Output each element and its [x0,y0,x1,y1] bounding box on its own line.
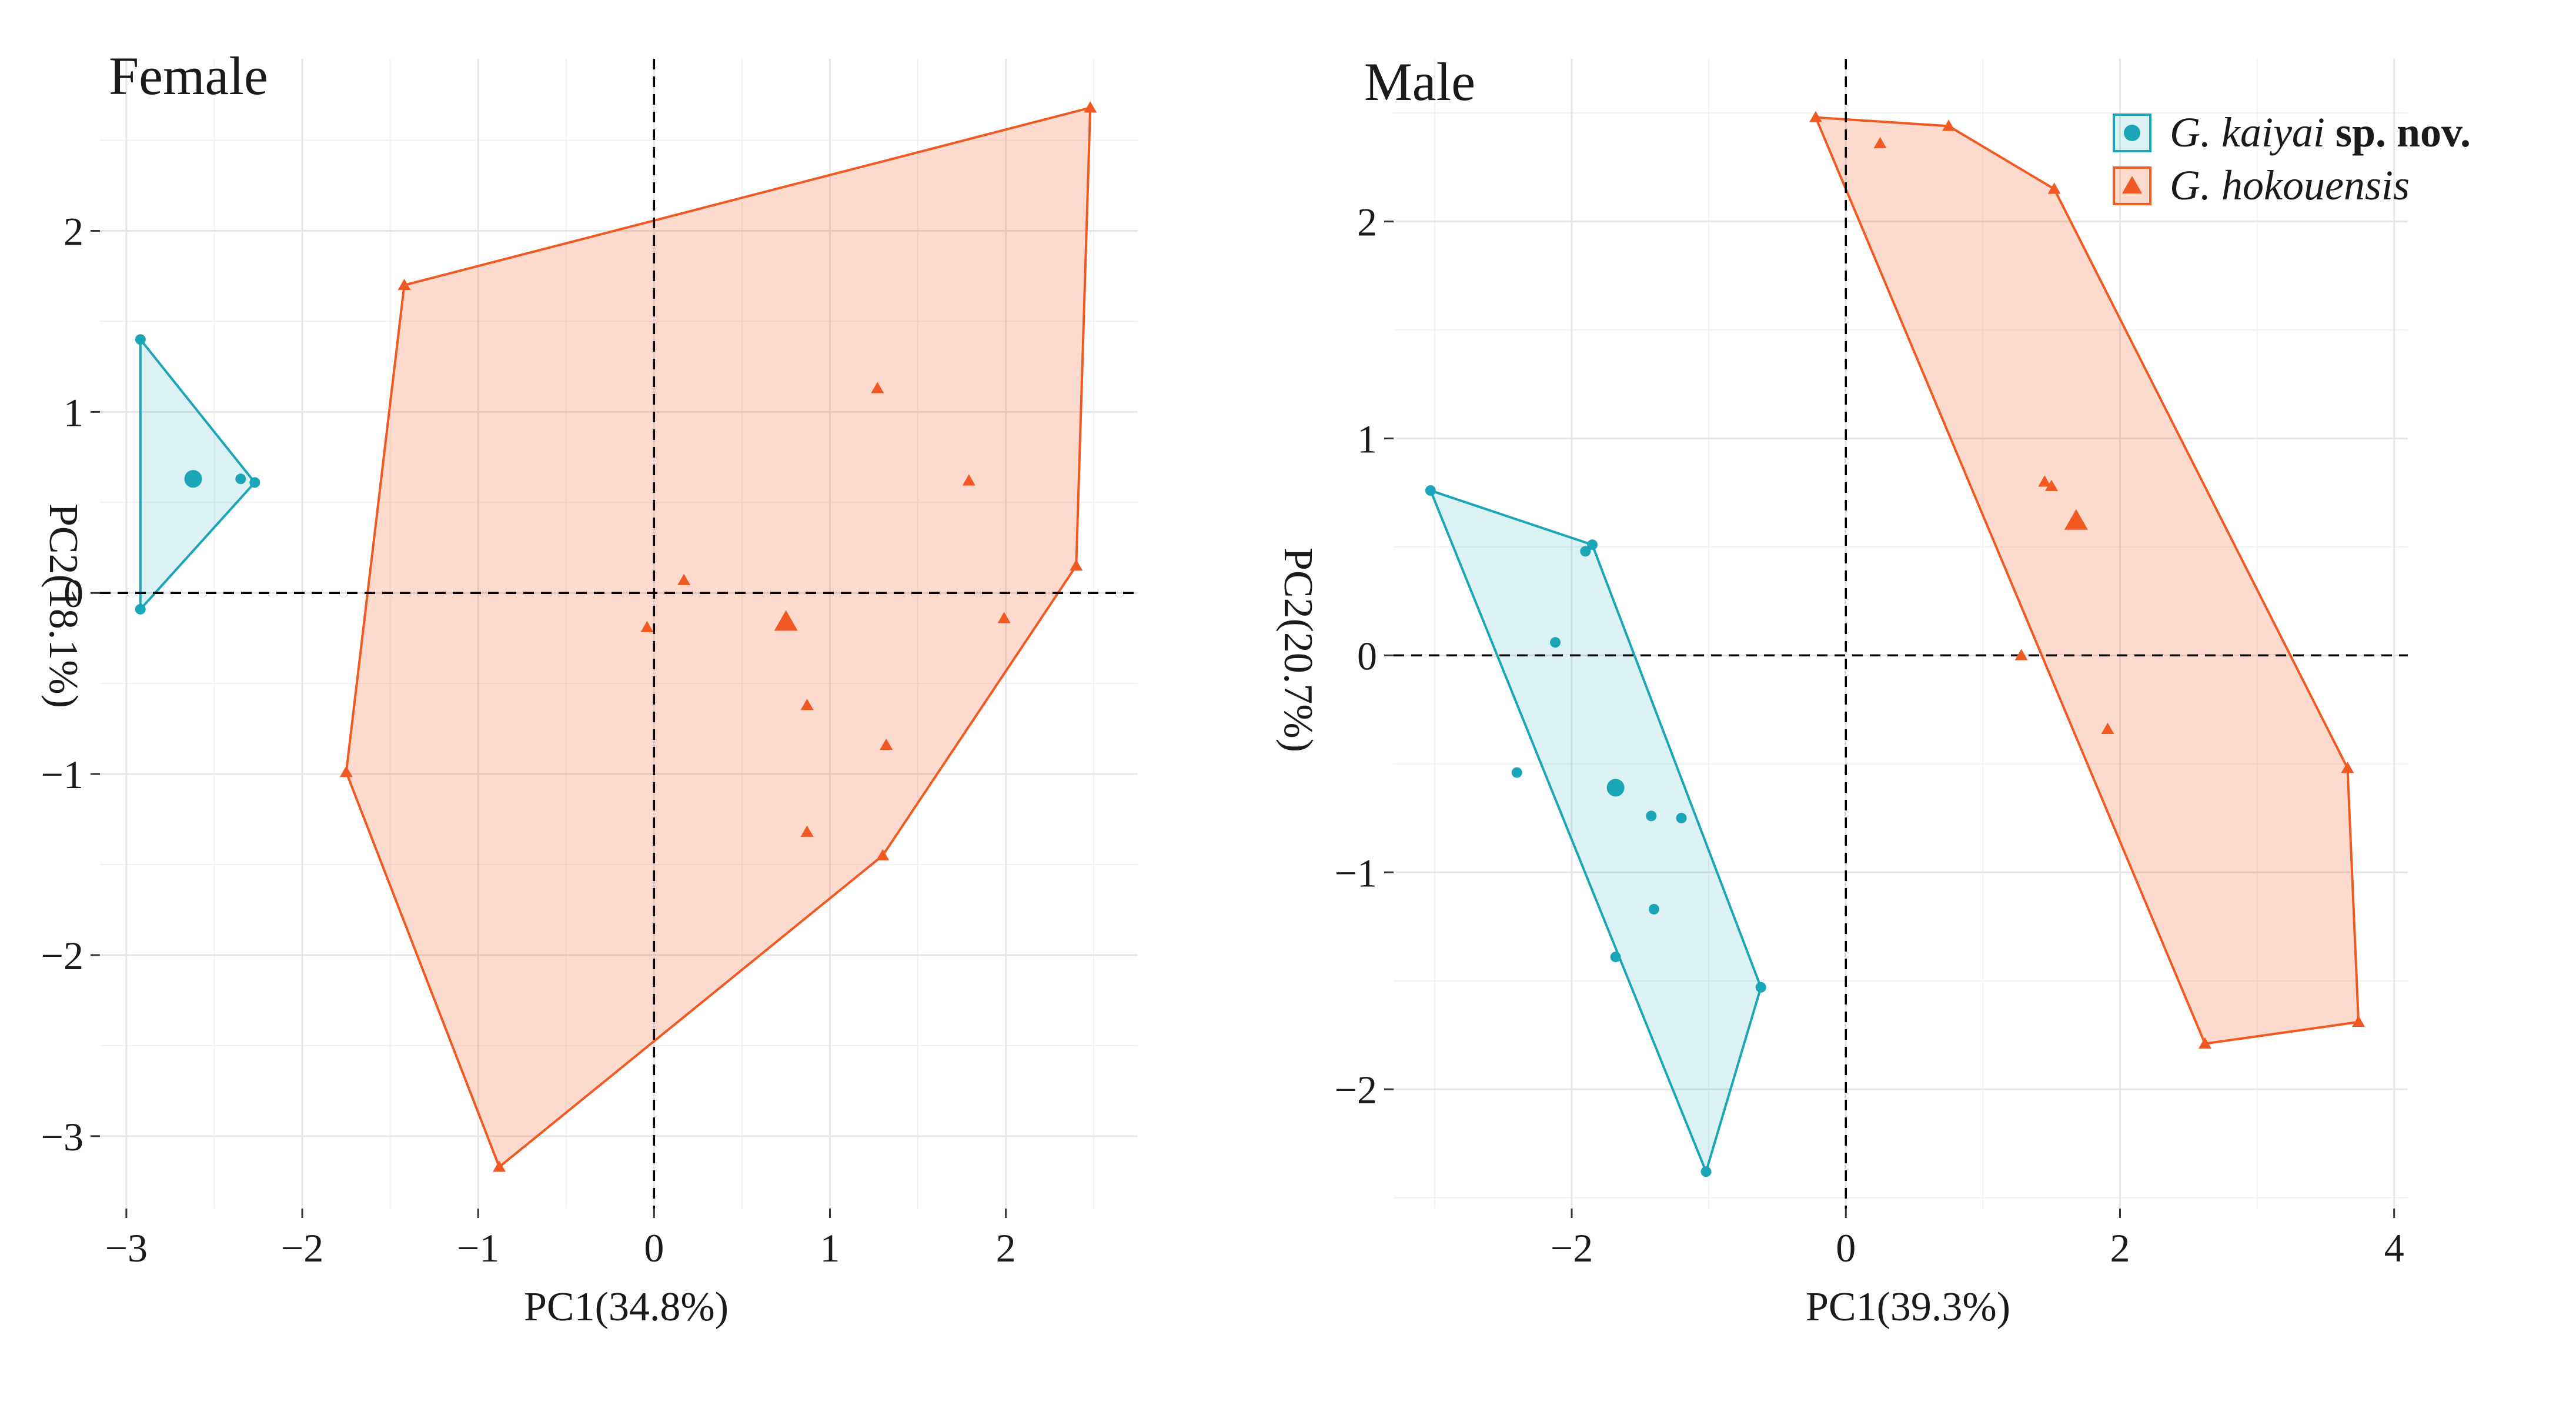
x-tick-label: 4 [2384,1226,2404,1270]
y-tick-label: −3 [41,1114,83,1159]
x-tick-label: −2 [281,1226,323,1270]
data-point-hokouensis [2038,475,2052,487]
data-point-kaiyai [1648,903,1659,915]
y-tick-label: −1 [1335,850,1377,895]
data-point-kaiyai [1755,982,1766,993]
legend-marker-circle [2124,125,2140,141]
data-point-kaiyai [1676,813,1687,824]
panel-title: Female [109,46,268,106]
data-point-hokouensis [1873,136,1887,149]
legend-species: kaiyai [2221,109,2325,156]
data-point-kaiyai [1610,952,1621,963]
data-point-hokouensis [397,278,411,291]
data-point-hokouensis [871,382,884,393]
legend-species: hokouensis [2221,162,2410,209]
data-point-hokouensis [876,849,890,860]
x-tick-label: −1 [457,1226,499,1270]
data-point-hokouensis [493,1160,506,1172]
centroid-point-hokouensis [2064,509,2088,530]
data-point-hokouensis [800,825,814,837]
data-point-hokouensis [997,612,1011,623]
y-tick-label: 2 [1357,200,1377,245]
x-tick-label: 2 [2110,1226,2130,1270]
data-point-kaiyai [1646,810,1657,822]
y-tick-label: 0 [1357,633,1377,678]
y-axis-title: PC2(18.1%) [41,503,86,708]
data-point-kaiyai [1550,637,1561,648]
legend-label-0: G. kaiyai sp. nov. [2170,109,2471,156]
data-point-hokouensis [2047,182,2061,194]
data-point-hokouensis [640,620,654,632]
data-point-hokouensis [962,474,975,486]
data-point-kaiyai [135,603,146,615]
legend-label-1: G. hokouensis [2170,162,2410,209]
data-point-hokouensis [339,766,353,777]
female-pca-panel: −3 −2 −1 0 1 2 −3 −2 −1 0 1 2 PC1(34.8%) PC2(18.1%) Fe… [41,46,1138,1330]
y-tick-label: 1 [1357,417,1377,462]
y-tick-label: 2 [64,209,83,253]
species-legend: G. kaiyai sp. nov.G. hokouensis [2113,109,2471,209]
data-point-hokouensis [2014,649,2028,660]
data-point-kaiyai [135,334,146,345]
legend-genus: G. [2170,162,2211,209]
data-point-hokouensis [2341,762,2354,773]
data-point-hokouensis [1942,119,1956,131]
data-point-hokouensis [2199,1037,2211,1049]
centroid-point-kaiyai [184,470,202,488]
data-point-kaiyai [1587,539,1598,550]
y-tick-label: −2 [41,933,83,978]
data-point-kaiyai [1511,767,1522,778]
x-tick-label: 2 [996,1226,1016,1270]
x-axis-title: PC1(39.3%) [1806,1284,2010,1330]
data-point-hokouensis [1084,101,1097,113]
y-axis-title: PC2(20.7%) [1275,548,1321,752]
legend-suffix: sp. nov. [2336,109,2471,156]
y-tick-label: −2 [1335,1067,1377,1112]
data-point-hokouensis [1809,111,1822,122]
legend-marker-triangle [2122,176,2142,193]
x-axis-title: PC1(34.8%) [524,1284,729,1330]
data-point-hokouensis [1070,559,1083,571]
y-tick-label: 1 [64,390,83,435]
data-point-kaiyai [1700,1166,1712,1177]
x-tick-label: −3 [105,1226,148,1270]
data-point-hokouensis [880,738,893,750]
data-point-kaiyai [1580,546,1591,557]
data-point-hokouensis [2101,722,2114,735]
data-point-kaiyai [235,473,246,485]
data-point-kaiyai [249,477,260,488]
centroid-point-kaiyai [1606,779,1625,797]
x-tick-label: 0 [1836,1226,1856,1270]
data-point-hokouensis [677,573,691,585]
centroid-point-hokouensis [774,610,798,631]
data-point-hokouensis [2044,479,2058,491]
x-tick-label: 0 [644,1226,664,1270]
y-tick-label: −1 [41,752,83,797]
x-tick-label: 1 [820,1226,840,1270]
y-tick-label: 0 [64,571,83,616]
male-pca-panel: −2 0 2 4 −2 −1 0 1 2 PC1(39.3%) PC2(20.7%) Male [1275,52,2408,1330]
x-tick-label: −2 [1551,1226,1593,1270]
panel-title: Male [1364,52,1475,112]
data-point-kaiyai [1425,485,1436,496]
data-point-hokouensis [800,699,814,710]
legend-genus: G. [2170,109,2211,156]
data-point-hokouensis [2352,1015,2365,1027]
